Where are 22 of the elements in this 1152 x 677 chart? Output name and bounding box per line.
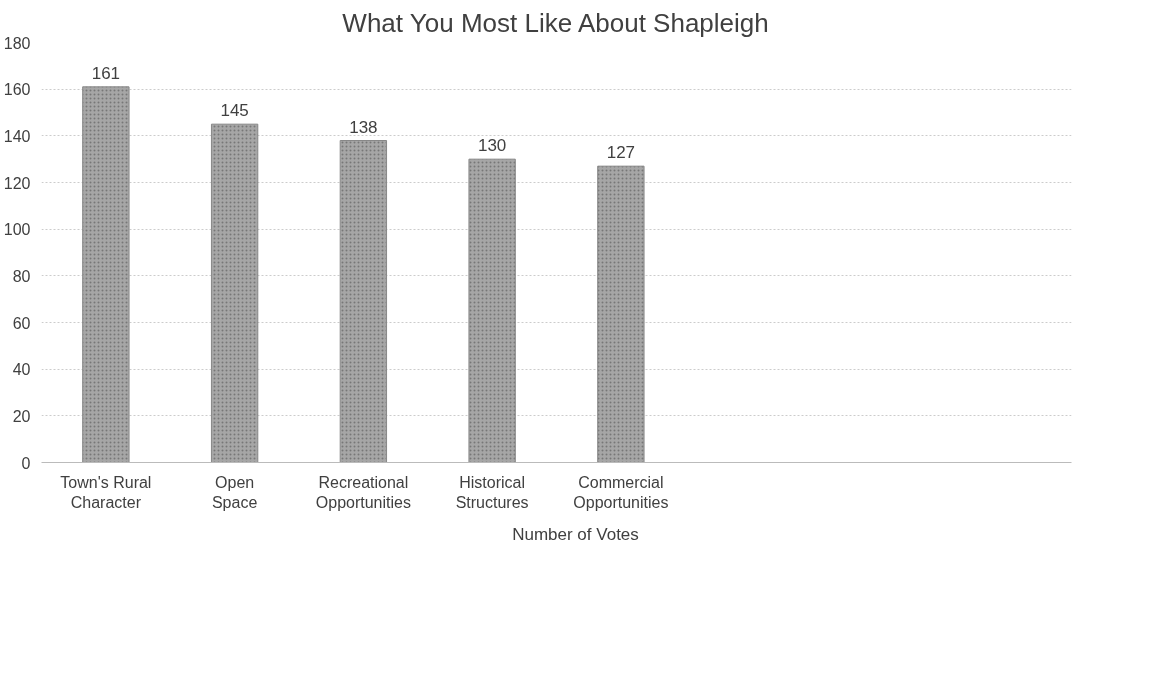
y-tick-label: 80 [12,267,31,285]
x-tick-label: Open Space [211,473,258,511]
x-tick-label: Recreational Opportunities [315,473,411,511]
y-tick-label: 140 [3,127,31,145]
y-tick-label: 0 [21,454,31,472]
x-tick-label: Town's Rural Character [60,473,152,511]
data-label: 161 [91,63,121,83]
y-tick-label: 40 [12,361,31,379]
y-tick-label: 60 [12,314,31,332]
y-tick-label: 180 [3,34,31,52]
data-label: 127 [606,143,636,163]
data-label: 145 [220,101,249,121]
y-tick-label: 100 [3,221,31,239]
data-label: 138 [349,117,378,137]
y-tick-label: 120 [3,174,31,192]
data-label: 130 [477,136,507,156]
y-tick-label: 20 [12,407,31,425]
y-tick-label: 160 [3,81,31,99]
text: Number of Votes [512,525,639,545]
chart-title: What You Most Like About Shapleigh [342,7,769,38]
x-tick-label: Historical Structures [455,473,529,511]
x-tick-label: Commercial Opportunities [573,473,669,511]
